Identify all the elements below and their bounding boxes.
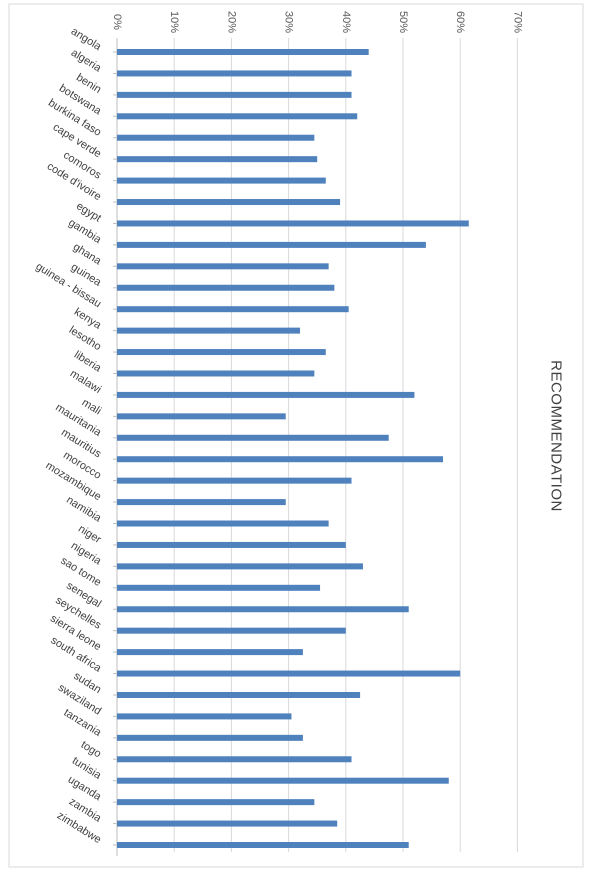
bar	[117, 434, 389, 441]
bar	[117, 156, 318, 163]
bar	[117, 670, 461, 677]
bar	[117, 713, 292, 720]
bar	[117, 134, 315, 141]
bar	[117, 520, 329, 527]
value-tick-label: 60%	[454, 11, 466, 33]
bar	[117, 477, 352, 484]
bar	[117, 349, 326, 356]
bar	[117, 284, 335, 291]
bar	[117, 177, 326, 184]
bar	[117, 370, 315, 377]
bar	[117, 627, 346, 634]
value-axis-ticks: 0% 10% 20% 30% 40% 50% 60% 70%	[111, 11, 523, 33]
bar	[117, 606, 409, 613]
value-tick-label: 10%	[168, 11, 180, 33]
chart-border	[8, 3, 584, 868]
bar	[117, 456, 444, 463]
bar	[117, 563, 363, 570]
bar	[117, 777, 449, 784]
value-tick-label: 30%	[283, 11, 295, 33]
bar	[117, 91, 352, 98]
bar	[117, 820, 338, 827]
bar	[117, 799, 315, 806]
value-tick-label: 20%	[225, 11, 237, 33]
bar	[117, 499, 286, 506]
category-label: togo	[79, 739, 104, 761]
bar	[117, 327, 301, 334]
bar	[117, 220, 469, 227]
bars	[117, 49, 469, 848]
bar	[117, 756, 352, 763]
category-label: algeria	[69, 47, 104, 75]
bar	[117, 691, 361, 698]
value-tick-label: 50%	[397, 11, 409, 33]
value-tick-label: 70%	[511, 11, 523, 33]
bar	[117, 49, 369, 55]
bar	[117, 199, 341, 206]
bar	[117, 842, 409, 848]
chart-title: RECOMMENDATION	[548, 360, 565, 512]
category-label: mali	[80, 397, 103, 418]
bar	[117, 113, 358, 120]
bar	[117, 734, 303, 741]
value-tick-label: 0%	[111, 14, 123, 30]
bar	[117, 306, 349, 313]
value-tick-label: 40%	[340, 11, 352, 33]
bar	[117, 541, 346, 548]
bar	[117, 649, 303, 656]
bar	[117, 391, 415, 398]
bar	[117, 413, 286, 420]
bar	[117, 70, 352, 77]
chart-frame	[8, 3, 584, 868]
bar	[117, 263, 329, 270]
bar	[117, 241, 426, 248]
bar	[117, 584, 321, 591]
